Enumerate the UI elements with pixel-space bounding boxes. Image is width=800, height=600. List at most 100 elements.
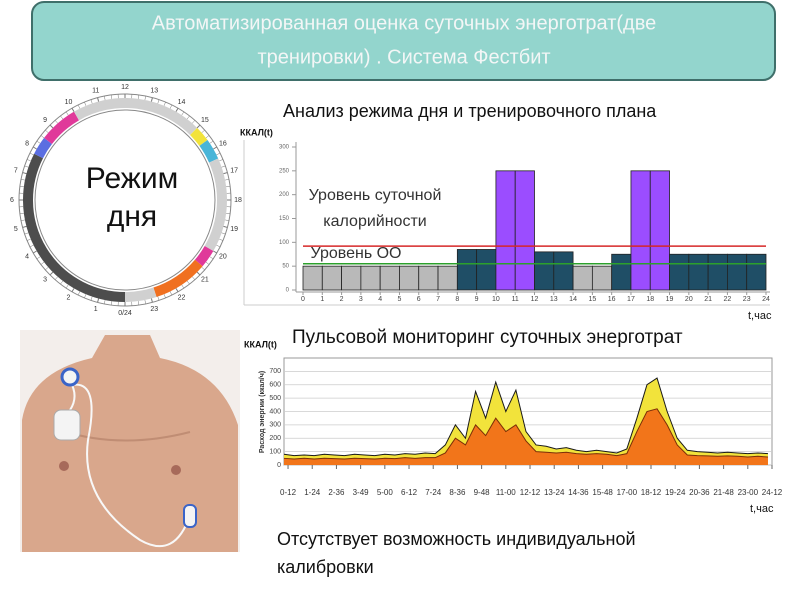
clock-hour-label: 23 bbox=[150, 306, 158, 313]
clock-hour-label: 0/24 bbox=[118, 310, 132, 317]
clock-tick bbox=[157, 99, 160, 104]
clock-hour-label: 11 bbox=[92, 88, 99, 95]
bar bbox=[534, 251, 555, 291]
clock-tick bbox=[65, 111, 69, 116]
y-axis-label: ККАЛ(t) bbox=[240, 127, 273, 137]
x-tick-label: 21 bbox=[704, 296, 712, 303]
clock-tick bbox=[144, 95, 146, 101]
y-tick-label: 400 bbox=[269, 408, 281, 415]
clock-tick bbox=[219, 159, 224, 162]
clock-hour-label: 5 bbox=[14, 226, 18, 233]
clock-tick bbox=[213, 146, 218, 150]
sensor bbox=[53, 409, 81, 441]
wire bbox=[71, 383, 191, 548]
clock-tick bbox=[221, 232, 226, 235]
bar bbox=[649, 170, 670, 291]
electrode bbox=[60, 367, 80, 387]
title-box bbox=[31, 1, 776, 81]
y-tick-label: 100 bbox=[269, 448, 281, 455]
clock-tick bbox=[49, 271, 54, 276]
clock-tick bbox=[45, 267, 49, 271]
clock-tick bbox=[221, 165, 226, 168]
clock-tick bbox=[138, 301, 140, 306]
clock-tick bbox=[26, 159, 31, 162]
clock-tick bbox=[84, 294, 87, 299]
clock-hour-label: 9 bbox=[43, 117, 47, 124]
clock-tick bbox=[19, 213, 24, 215]
clock-tick bbox=[71, 107, 75, 112]
clock-tick bbox=[219, 238, 224, 241]
clock-hour-label: 16 bbox=[219, 140, 227, 147]
clock-tick bbox=[181, 111, 185, 116]
bar bbox=[476, 249, 497, 291]
x-tick-label: 7-24 bbox=[425, 488, 442, 497]
y-tick-label: 600 bbox=[269, 382, 281, 389]
bar bbox=[321, 265, 342, 291]
y-tick-label: 0 bbox=[286, 288, 290, 294]
clock-tick bbox=[157, 296, 160, 301]
x-tick-label: 6-12 bbox=[401, 488, 418, 497]
clock-tick bbox=[60, 280, 64, 285]
clock-tick bbox=[186, 115, 190, 120]
clock-tick bbox=[29, 152, 34, 156]
bar bbox=[379, 265, 400, 291]
x-tick-label: 15-48 bbox=[592, 488, 613, 497]
x-tick-label: 20-36 bbox=[689, 488, 710, 497]
y-axis-label-top: ККАЛ(t) bbox=[244, 339, 277, 349]
clock-hour-label: 7 bbox=[14, 168, 18, 175]
nipple bbox=[171, 465, 181, 475]
clock-hour-label: 22 bbox=[178, 295, 186, 302]
clock-segment bbox=[194, 245, 214, 267]
x-tick-label: 17-00 bbox=[617, 488, 638, 497]
clock-tick bbox=[22, 172, 27, 175]
clock-tick bbox=[163, 294, 166, 299]
clock-tick bbox=[223, 225, 228, 228]
clock-hour-label: 12 bbox=[121, 84, 129, 91]
clock-tick bbox=[110, 94, 112, 99]
clock-tick bbox=[19, 185, 24, 187]
bar bbox=[591, 265, 613, 291]
bar bbox=[611, 253, 632, 291]
clock-tick bbox=[32, 146, 37, 150]
clock-tick bbox=[45, 129, 49, 133]
bar bbox=[302, 265, 323, 291]
x-tick-label: 3 bbox=[359, 296, 363, 303]
bar bbox=[360, 265, 381, 291]
y-tick-label: 700 bbox=[269, 368, 281, 375]
clock-tick bbox=[90, 99, 93, 104]
x-tick-label: 22 bbox=[724, 296, 732, 303]
clock-segment bbox=[34, 137, 53, 159]
x-tick-label: 23-00 bbox=[738, 488, 759, 497]
bar bbox=[495, 170, 516, 291]
clock-hour-label: 21 bbox=[201, 277, 209, 284]
clock-tick bbox=[205, 261, 210, 265]
clock-tick bbox=[104, 95, 106, 101]
bar bbox=[399, 265, 420, 291]
area-line bbox=[283, 377, 769, 457]
clock-tick bbox=[138, 94, 140, 99]
clock-tick bbox=[186, 280, 190, 285]
y-tick-label: 200 bbox=[269, 435, 281, 442]
clock-hour-label: 8 bbox=[25, 140, 29, 147]
y-tick-label: 0 bbox=[277, 462, 281, 469]
clock-hour-label: 3 bbox=[43, 277, 47, 284]
clock-tick bbox=[192, 276, 196, 280]
bar bbox=[572, 265, 593, 291]
clock-tick bbox=[150, 298, 153, 303]
clock-tick bbox=[20, 219, 26, 221]
clock-hour-label: 19 bbox=[230, 226, 238, 233]
title-line: тренировки) . Система Фестбит bbox=[257, 46, 550, 68]
clock-tick bbox=[169, 291, 173, 296]
x-tick-label: 11-00 bbox=[496, 488, 516, 497]
clock-segment bbox=[44, 111, 80, 145]
clock-tick bbox=[54, 120, 58, 124]
clock-segment bbox=[23, 153, 126, 302]
x-tick-label: 21-48 bbox=[713, 488, 734, 497]
bar bbox=[514, 170, 535, 291]
x-tick-label: 6 bbox=[417, 296, 421, 303]
clock-hour-label: 20 bbox=[219, 253, 227, 260]
x-tick-label: 19 bbox=[666, 296, 674, 303]
clock-hour-label: 15 bbox=[201, 117, 209, 124]
